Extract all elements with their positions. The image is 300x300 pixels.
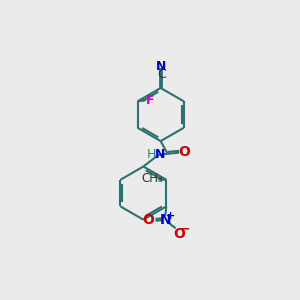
Text: N: N <box>155 148 165 161</box>
Text: C: C <box>157 68 166 81</box>
Text: O: O <box>142 213 154 227</box>
Text: CH₃: CH₃ <box>142 172 164 185</box>
Text: H: H <box>147 148 157 161</box>
Text: N: N <box>156 59 166 73</box>
Text: O: O <box>178 145 190 159</box>
Text: +: + <box>166 211 175 221</box>
Text: F: F <box>146 94 154 106</box>
Text: N: N <box>159 213 171 227</box>
Text: O: O <box>173 226 185 241</box>
Text: −: − <box>180 223 190 236</box>
